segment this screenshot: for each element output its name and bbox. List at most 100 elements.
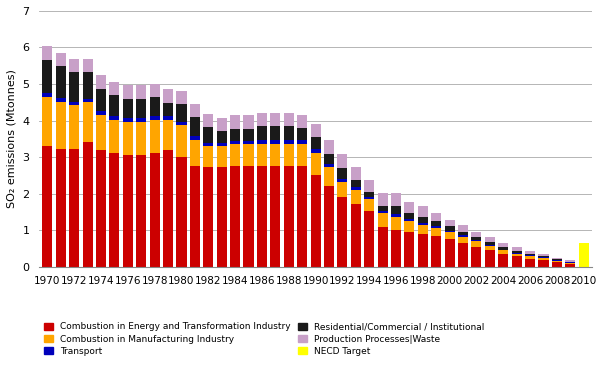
Bar (565, 264, 575, 267)
Bar (56, 66, 66, 98)
Bar (83, 102, 93, 142)
Bar (310, 124, 321, 138)
Bar (391, 217, 401, 230)
Bar (243, 141, 253, 144)
Bar (110, 120, 119, 154)
Bar (471, 240, 482, 242)
Bar (485, 237, 495, 242)
Bar (83, 142, 93, 267)
Bar (418, 218, 428, 223)
Bar (364, 192, 374, 197)
Bar (404, 213, 414, 219)
Bar (243, 115, 253, 129)
Bar (230, 144, 240, 166)
Bar (431, 213, 441, 221)
Bar (163, 89, 173, 102)
Bar (136, 118, 146, 122)
Bar (525, 256, 535, 259)
Bar (270, 166, 280, 267)
Bar (110, 116, 119, 120)
Bar (391, 230, 401, 267)
Bar (552, 258, 562, 259)
Bar (83, 59, 93, 72)
Bar (177, 91, 186, 104)
Bar (324, 164, 334, 167)
Bar (351, 204, 361, 267)
Bar (136, 99, 146, 118)
Bar (42, 146, 53, 267)
Bar (404, 202, 414, 213)
Bar (310, 153, 321, 174)
Bar (190, 104, 200, 117)
Bar (136, 85, 146, 99)
Bar (257, 166, 267, 267)
Bar (149, 97, 160, 116)
Bar (364, 180, 374, 192)
Bar (270, 144, 280, 166)
Bar (69, 105, 79, 149)
Bar (177, 125, 186, 157)
Bar (217, 118, 227, 131)
Bar (203, 143, 214, 147)
Bar (203, 128, 214, 143)
Bar (471, 232, 482, 237)
Bar (297, 144, 307, 166)
Bar (512, 251, 522, 253)
Bar (284, 126, 294, 140)
Bar (471, 242, 482, 247)
Bar (565, 263, 575, 264)
Bar (431, 221, 441, 226)
Bar (525, 253, 535, 255)
Bar (257, 113, 267, 126)
Bar (512, 256, 522, 267)
Bar (324, 154, 334, 164)
Bar (338, 168, 347, 179)
Bar (364, 197, 374, 200)
Bar (378, 211, 388, 213)
Bar (123, 155, 133, 267)
Bar (485, 245, 495, 246)
Bar (538, 258, 549, 260)
Bar (338, 179, 347, 182)
Bar (378, 213, 388, 227)
Bar (310, 138, 321, 149)
Bar (404, 221, 414, 232)
Bar (230, 129, 240, 141)
Bar (351, 180, 361, 187)
Bar (243, 129, 253, 141)
Bar (203, 167, 214, 267)
Bar (471, 247, 482, 267)
Bar (149, 154, 160, 267)
Bar (270, 126, 280, 140)
Bar (56, 149, 66, 267)
Bar (512, 247, 522, 251)
Bar (552, 262, 562, 267)
Bar (270, 113, 280, 126)
Bar (56, 102, 66, 149)
Bar (338, 182, 347, 197)
Bar (110, 95, 119, 116)
Bar (538, 260, 549, 267)
Bar (418, 206, 428, 218)
Bar (123, 118, 133, 122)
Bar (123, 85, 133, 99)
Bar (458, 226, 468, 232)
Bar (364, 200, 374, 211)
Bar (149, 84, 160, 97)
Bar (42, 59, 53, 93)
Bar (243, 166, 253, 267)
Bar (297, 115, 307, 128)
Bar (177, 157, 186, 267)
Bar (552, 259, 562, 261)
Bar (136, 122, 146, 155)
Bar (149, 120, 160, 154)
Bar (163, 102, 173, 116)
Bar (552, 261, 562, 262)
Bar (96, 89, 106, 111)
Bar (538, 256, 549, 257)
Bar (499, 247, 508, 250)
Bar (471, 237, 482, 240)
Bar (538, 257, 549, 258)
Bar (190, 136, 200, 140)
Bar (284, 166, 294, 267)
